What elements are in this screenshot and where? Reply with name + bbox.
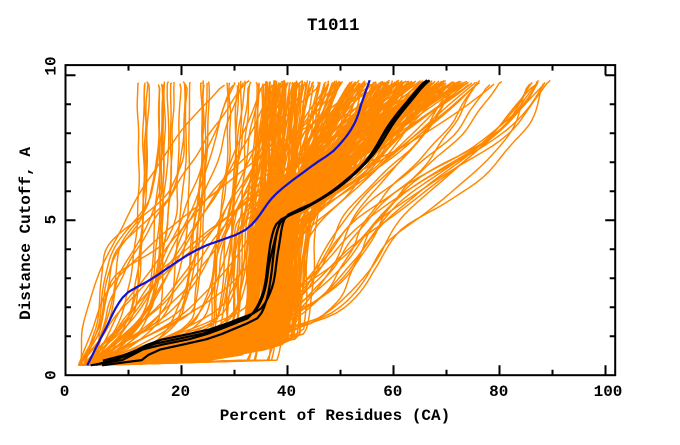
svg-text:100: 100 xyxy=(594,383,623,401)
svg-text:10: 10 xyxy=(43,56,61,75)
svg-text:60: 60 xyxy=(383,383,402,401)
svg-text:0: 0 xyxy=(43,370,61,380)
svg-text:5: 5 xyxy=(43,215,61,225)
svg-text:20: 20 xyxy=(171,383,190,401)
svg-text:80: 80 xyxy=(489,383,508,401)
svg-text:0: 0 xyxy=(60,383,70,401)
svg-text:40: 40 xyxy=(277,383,296,401)
svg-text:Percent of Residues (CA): Percent of Residues (CA) xyxy=(220,407,450,425)
svg-text:Distance Cutoff, A: Distance Cutoff, A xyxy=(17,147,35,320)
svg-text:T1011: T1011 xyxy=(307,16,360,36)
